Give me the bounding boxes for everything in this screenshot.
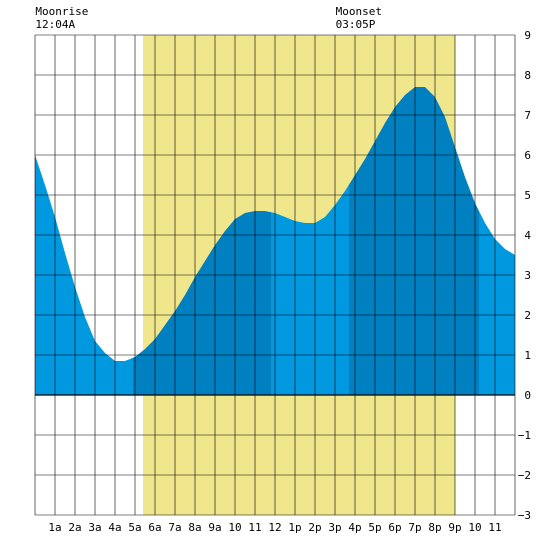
x-tick-label: 9a (208, 521, 221, 534)
x-tick-label: 3a (88, 521, 101, 534)
y-tick-label: −1 (518, 429, 531, 442)
x-tick-label: 7a (168, 521, 181, 534)
x-tick-label: 6p (388, 521, 401, 534)
x-tick-label: 4p (348, 521, 361, 534)
moon-event-label: Moonrise (35, 5, 88, 18)
y-tick-label: −3 (518, 509, 531, 522)
x-tick-label: 10 (228, 521, 241, 534)
x-tick-label: 11 (488, 521, 501, 534)
x-tick-label: 1a (48, 521, 61, 534)
y-tick-label: −2 (518, 469, 531, 482)
y-tick-label: 7 (524, 109, 531, 122)
y-tick-label: 6 (524, 149, 531, 162)
tide-area-segment-5-falling (479, 211, 515, 395)
x-tick-label: 2p (308, 521, 321, 534)
x-tick-label: 8a (188, 521, 201, 534)
x-tick-label: 12 (268, 521, 281, 534)
x-tick-label: 6a (148, 521, 161, 534)
moon-event-label: Moonset (336, 5, 382, 18)
tide-area-segment-4-rising (349, 87, 479, 395)
x-tick-label: 1p (288, 521, 301, 534)
x-tick-label: 4a (108, 521, 121, 534)
tide-area-segment-3-falling (271, 184, 349, 395)
tide-area-layer (35, 87, 515, 395)
y-tick-label: 8 (524, 69, 531, 82)
moon-event-time: 12:04A (35, 18, 75, 31)
y-tick-label: 5 (524, 189, 531, 202)
tide-area-segment-1-falling (35, 155, 133, 395)
y-tick-label: 0 (524, 389, 531, 402)
x-tick-label: 3p (328, 521, 341, 534)
x-tick-label: 8p (428, 521, 441, 534)
x-tick-label: 9p (448, 521, 461, 534)
grid-layer (34, 34, 516, 516)
x-tick-label: 11 (248, 521, 261, 534)
y-tick-label: 9 (524, 29, 531, 42)
y-tick-label: 4 (524, 229, 531, 242)
y-tick-label: 3 (524, 269, 531, 282)
x-tick-label: 10 (468, 521, 481, 534)
tide-area-segment-2-rising (133, 211, 271, 395)
x-axis-ticks: 1a 2a 3a 4a 5a 6a 7a 8a 9a 10 11 12 1p 2p 3p 4p 5p 6p 7p 8p… (48, 521, 501, 534)
y-tick-label: 1 (524, 349, 531, 362)
y-axis-ticks: 9 8 7 6 5 4 3 2 1 0 −1 −2 −3 (518, 29, 532, 522)
moon-event-time: 03:05P (336, 18, 376, 31)
x-tick-label: 5a (128, 521, 141, 534)
x-tick-label: 7p (408, 521, 421, 534)
y-tick-label: 2 (524, 309, 531, 322)
x-tick-label: 5p (368, 521, 381, 534)
x-tick-label: 2a (68, 521, 81, 534)
